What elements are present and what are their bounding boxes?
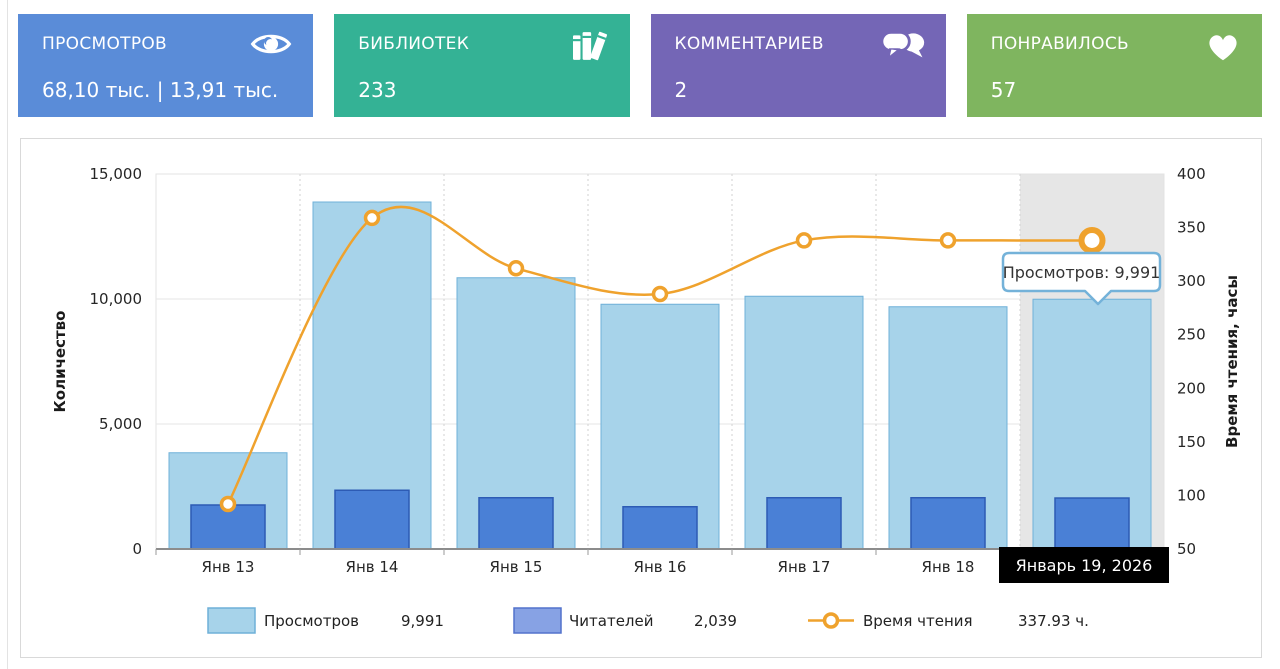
stat-card-libraries: БИБЛИОТЕК 233 (334, 14, 630, 117)
reading-time-point-6[interactable] (1078, 227, 1106, 255)
x-category-label-3: Янв 16 (634, 558, 687, 576)
card-value-views: 68,10 тыс. | 13,91 тыс. (42, 78, 279, 102)
bar-readers-4[interactable] (766, 497, 842, 550)
stat-card-likes: ПОНРАВИЛОСЬ 57 (966, 14, 1262, 117)
legend-line-point (822, 612, 840, 629)
y-left-tick-label: 10,000 (90, 290, 143, 308)
legend-item-views[interactable]: Просмотров 9,991 (207, 607, 444, 634)
heart-icon (1204, 30, 1242, 66)
chart-canvas: 15,000 10,000 5,000 0 400 350 300 250 200 150 100 5… (51, 165, 1241, 634)
y-right-tick-label: 50 (1177, 540, 1196, 558)
card-title-comments: КОММЕНТАРИЕВ (674, 34, 824, 54)
card-value-likes: 57 (990, 78, 1017, 102)
x-category-label-2: Янв 15 (490, 558, 543, 576)
page-left-divider (7, 0, 8, 669)
card-title-libraries: БИБЛИОТЕК (358, 34, 470, 54)
stat-card-views: ПРОСМОТРОВ 68,10 тыс. | 13,91 тыс. (18, 14, 314, 117)
card-value-libraries: 233 (358, 78, 397, 102)
legend-item-reading-time[interactable]: Время чтения 337.93 ч. (808, 612, 1089, 630)
reading-time-point-2[interactable] (507, 260, 525, 277)
reading-time-point-1[interactable] (363, 209, 381, 227)
y-left-tick-label: 15,000 (90, 165, 143, 183)
bar-readers-2[interactable] (478, 497, 554, 550)
card-title-views: ПРОСМОТРОВ (42, 34, 168, 54)
y-left-axis-title: Количество (51, 311, 69, 413)
legend-swatch-views (207, 607, 256, 634)
selected-date-label: Январь 19, 2026 (1016, 556, 1153, 575)
books-icon (568, 30, 610, 66)
y-right-tick-label: 350 (1177, 219, 1206, 237)
legend-label-readers: Читателей (569, 612, 654, 630)
x-category-label-5: Янв 18 (922, 558, 975, 576)
stat-card-comments: КОММЕНТАРИЕВ 2 (650, 14, 946, 117)
tooltip-text: Просмотров: 9,991 (1003, 263, 1161, 282)
chart-panel: 15,000 10,000 5,000 0 400 350 300 250 200 150 100 5… (20, 138, 1262, 658)
y-right-tick-label: 100 (1177, 486, 1206, 504)
legend-swatch-readers (513, 607, 562, 634)
y-right-tick-label: 400 (1177, 165, 1206, 183)
y-left-tick-label: 5,000 (99, 415, 142, 433)
bar-readers-6[interactable] (1054, 497, 1130, 550)
x-category-label-1: Янв 14 (346, 558, 399, 576)
legend-item-readers[interactable]: Читателей 2,039 (513, 607, 737, 634)
reading-time-point-3[interactable] (651, 285, 669, 303)
card-title-likes: ПОНРАВИЛОСЬ (990, 34, 1129, 54)
tooltip (1001, 251, 1162, 306)
legend-label-views: Просмотров (264, 612, 359, 630)
reading-time-point-4[interactable] (795, 232, 813, 249)
y-left-tick-label: 0 (132, 540, 142, 558)
y-right-tick-label: 250 (1177, 326, 1206, 344)
legend-value-views: 9,991 (401, 612, 444, 630)
bar-readers-1[interactable] (334, 489, 410, 550)
reading-time-point-0[interactable] (219, 495, 237, 513)
legend-label-reading-time: Время чтения (863, 612, 973, 630)
legend-value-readers: 2,039 (694, 612, 737, 630)
comments-icon (880, 30, 926, 66)
y-right-tick-label: 150 (1177, 433, 1206, 451)
stat-cards-row: ПРОСМОТРОВ 68,10 тыс. | 13,91 тыс. БИБЛИ… (18, 14, 1262, 117)
y-right-axis-title: Время чтения, часы (1223, 275, 1241, 448)
y-right-tick-label: 200 (1177, 379, 1206, 397)
legend-value-reading-time: 337.93 ч. (1018, 612, 1089, 630)
x-category-label-4: Янв 17 (778, 558, 831, 576)
eye-icon (249, 30, 293, 62)
selected-date-box (999, 547, 1169, 583)
x-category-label-0: Янв 13 (202, 558, 255, 576)
reading-time-point-5[interactable] (939, 232, 957, 249)
card-value-comments: 2 (674, 78, 688, 102)
bar-readers-3[interactable] (622, 506, 698, 550)
bar-readers-5[interactable] (910, 497, 986, 550)
y-right-tick-label: 300 (1177, 272, 1206, 290)
